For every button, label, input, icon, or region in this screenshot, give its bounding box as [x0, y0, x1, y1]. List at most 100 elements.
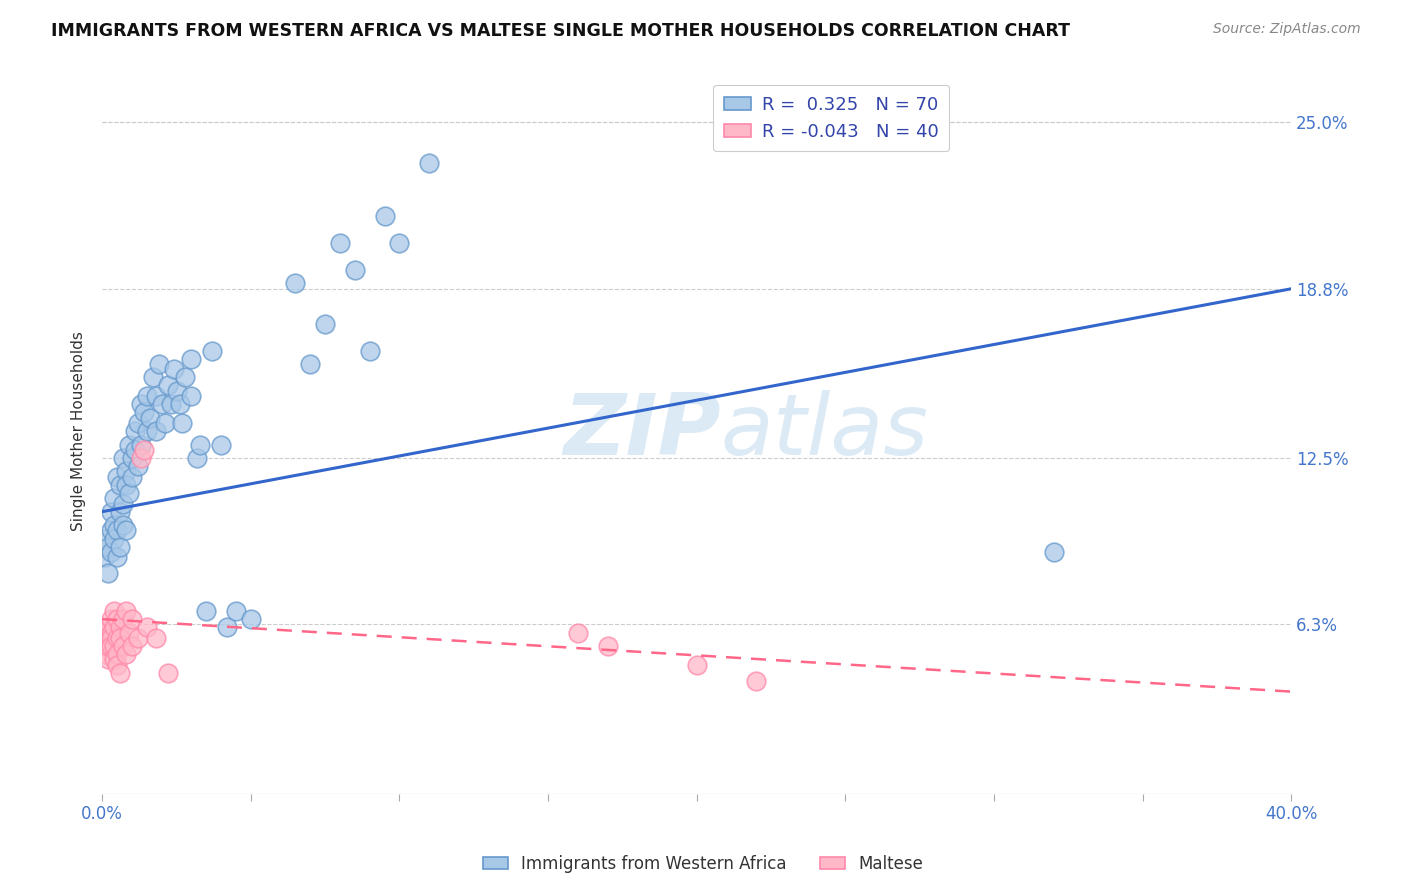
Point [118, 625, 141, 640]
Point [142, 370, 165, 384]
Point [343, 263, 366, 277]
Point [418, 155, 440, 169]
Point [129, 437, 152, 451]
Point [209, 437, 232, 451]
Point [217, 620, 239, 634]
Text: ZIP: ZIP [562, 390, 720, 473]
Point [103, 652, 125, 666]
Point [103, 604, 125, 618]
Point [195, 604, 218, 618]
Point [111, 518, 134, 533]
Point [103, 491, 125, 506]
Point [329, 236, 352, 251]
Point [115, 464, 138, 478]
Point [1042, 545, 1064, 559]
Text: Source: ZipAtlas.com: Source: ZipAtlas.com [1213, 22, 1361, 37]
Point [225, 604, 247, 618]
Point [124, 442, 146, 457]
Point [115, 604, 138, 618]
Point [94, 625, 117, 640]
Point [115, 647, 138, 661]
Point [186, 450, 208, 465]
Point [745, 673, 768, 688]
Legend: Immigrants from Western Africa, Maltese: Immigrants from Western Africa, Maltese [477, 848, 929, 880]
Point [100, 612, 122, 626]
Point [135, 424, 157, 438]
Point [201, 343, 224, 358]
Point [100, 625, 122, 640]
Point [145, 389, 167, 403]
Point [94, 550, 117, 565]
Point [105, 550, 128, 565]
Point [359, 343, 381, 358]
Point [100, 505, 122, 519]
Point [127, 416, 149, 430]
Point [686, 657, 709, 672]
Point [97, 540, 120, 554]
Point [132, 405, 155, 419]
Point [97, 631, 120, 645]
Point [121, 450, 143, 465]
Point [94, 631, 117, 645]
Point [239, 612, 262, 626]
Point [118, 437, 141, 451]
Point [172, 416, 194, 430]
Point [103, 518, 125, 533]
Point [111, 612, 134, 626]
Point [169, 397, 191, 411]
Point [567, 625, 589, 640]
Point [156, 665, 179, 680]
Point [180, 389, 202, 403]
Point [105, 647, 128, 661]
Point [388, 236, 411, 251]
Point [103, 639, 125, 653]
Point [135, 389, 157, 403]
Text: IMMIGRANTS FROM WESTERN AFRICA VS MALTESE SINGLE MOTHER HOUSEHOLDS CORRELATION C: IMMIGRANTS FROM WESTERN AFRICA VS MALTES… [51, 22, 1070, 40]
Point [156, 378, 179, 392]
Point [314, 317, 336, 331]
Point [159, 397, 181, 411]
Point [103, 532, 125, 546]
Point [121, 612, 143, 626]
Point [103, 620, 125, 634]
Text: atlas: atlas [720, 390, 928, 473]
Point [108, 631, 131, 645]
Point [105, 631, 128, 645]
Point [139, 410, 162, 425]
Point [121, 469, 143, 483]
Point [153, 416, 176, 430]
Point [94, 647, 117, 661]
Point [100, 631, 122, 645]
Point [127, 458, 149, 473]
Point [111, 450, 134, 465]
Point [118, 486, 141, 500]
Point [132, 442, 155, 457]
Point [94, 532, 117, 546]
Point [111, 639, 134, 653]
Point [284, 277, 307, 291]
Y-axis label: Single Mother Households: Single Mother Households [72, 331, 86, 531]
Point [145, 631, 167, 645]
Point [97, 566, 120, 581]
Point [121, 639, 143, 653]
Point [174, 370, 197, 384]
Point [180, 351, 202, 366]
Point [135, 620, 157, 634]
Point [105, 524, 128, 538]
Point [105, 612, 128, 626]
Point [100, 639, 122, 653]
Point [100, 545, 122, 559]
Point [108, 505, 131, 519]
Point [111, 497, 134, 511]
Legend: R =  0.325   N = 70, R = -0.043   N = 40: R = 0.325 N = 70, R = -0.043 N = 40 [713, 85, 949, 152]
Point [97, 620, 120, 634]
Point [108, 620, 131, 634]
Point [105, 657, 128, 672]
Point [129, 397, 152, 411]
Point [100, 524, 122, 538]
Point [127, 631, 149, 645]
Point [374, 209, 396, 223]
Point [97, 639, 120, 653]
Point [105, 469, 128, 483]
Point [97, 652, 120, 666]
